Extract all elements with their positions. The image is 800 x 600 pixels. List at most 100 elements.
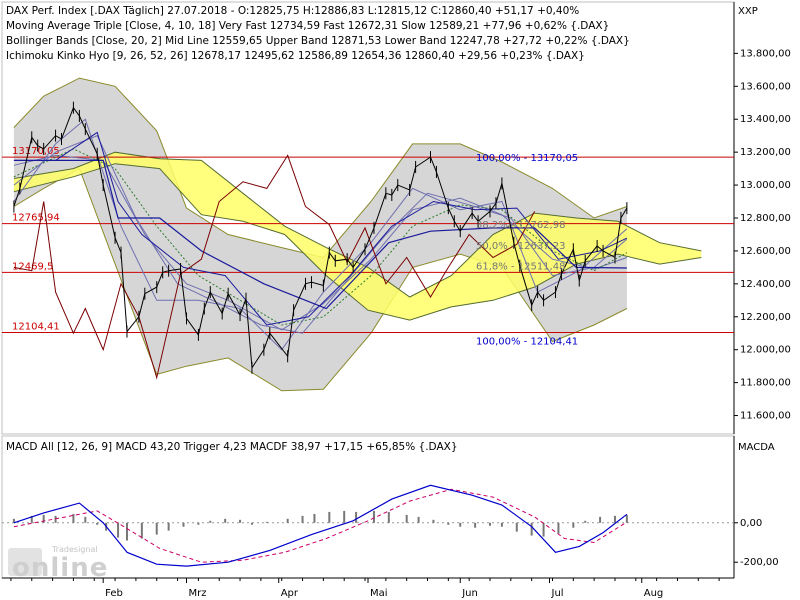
macd-tick-label-0: -200,00 (740, 557, 779, 568)
month-label-1: Mrz (188, 588, 206, 599)
macd-histogram-bar-39 (557, 522, 560, 534)
macd-histogram-bar-15 (209, 520, 212, 523)
macd-histogram-bar-20 (286, 518, 289, 523)
macd-histogram-bar-13 (182, 522, 185, 527)
fib-label-2: 38,2% - 12762,98 (476, 220, 565, 231)
fib-label-3: 50,0% - 12637,23 (476, 241, 565, 252)
macd-histogram-bar-33 (474, 522, 477, 528)
month-label-0: Feb (105, 588, 123, 599)
macd-histogram-bar-21 (301, 515, 304, 523)
bollinger-fill-area (13, 78, 627, 391)
price-tick-label-4: 12.400,00 (740, 279, 791, 290)
bollinger-mid-line (13, 154, 628, 331)
hline-label-0: 13170,05 (12, 146, 60, 157)
ma-fast-line (13, 135, 628, 334)
ichimoku-tenkan-line (13, 131, 628, 326)
ichimoku-span-a-line (13, 151, 702, 298)
watermark-big: online (12, 553, 108, 583)
month-label-5: Jul (551, 588, 564, 599)
macd-histogram-bar-25 (355, 511, 358, 523)
legend-line-ma-triple: Moving Average Triple [Close, 4, 10, 18]… (6, 20, 609, 32)
watermark-logo-block (8, 548, 42, 576)
macd-histogram-bar-23 (328, 511, 331, 523)
fib-label-4: 61,8% - 12511,48 (476, 261, 565, 272)
price-axis-title: XXP (738, 6, 758, 17)
price-tick-label-7: 13.000,00 (740, 180, 791, 191)
price-axis-ticks: 11.600,00 11.800,00 12.000,00 12.200,00 12.4… (734, 48, 791, 422)
ichimoku-chikou-line (13, 154, 536, 380)
macd-histogram-bar-14 (197, 522, 200, 525)
tradesignal-watermark: Tradesignal online (8, 545, 108, 583)
price-tick-label-9: 13.400,00 (740, 114, 791, 125)
price-legend: DAX Perf. Index [.DAX Täglich] 27.07.201… (3, 3, 630, 63)
macd-tick-label-1: 0,00 (740, 518, 762, 529)
month-label-6: Aug (644, 588, 664, 599)
fib-label-0: 100,00% - 13170,05 (476, 153, 578, 164)
macd-pane: -200,00 0,00 (2, 484, 779, 568)
time-axis-ticks: Feb Mrz Apr Mai Jun Jul Aug (10, 578, 720, 599)
macd-histogram-bar-22 (313, 513, 316, 523)
hline-label-1: 12765,94 (12, 213, 60, 224)
price-tick-label-1: 11.800,00 (740, 378, 791, 389)
hline-label-3: 12104,41 (12, 322, 60, 333)
ma-slow-line (13, 148, 628, 326)
price-tick-label-8: 13.200,00 (740, 147, 791, 158)
macd-histogram-bar-17 (239, 519, 242, 523)
macd-histogram-bar-42 (599, 516, 602, 523)
fibonacci-labels: 100,00% - 13170,05 100,00% - 12104,41 38,2… (476, 153, 578, 347)
price-tick-label-11: 13.800,00 (740, 48, 791, 59)
macd-histogram-bar-36 (515, 522, 518, 532)
macd-histogram-bar-16 (224, 518, 227, 523)
legend-line-ichimoku: Ichimoku Kinko Hyo [9, 26, 52, 26] 12678… (6, 50, 585, 62)
month-label-4: Jun (461, 588, 478, 599)
month-label-2: Apr (281, 588, 299, 599)
legend-line-price: DAX Perf. Index [.DAX Täglich] 27.07.201… (6, 5, 579, 17)
price-tick-label-5: 12.600,00 (740, 246, 791, 257)
indicator-lines (13, 118, 628, 380)
month-label-3: Mai (370, 588, 388, 599)
macd-histogram-bar-44 (625, 515, 628, 523)
fib-label-1: 100,00% - 12104,41 (476, 337, 578, 348)
macd-histogram-bar-9 (125, 522, 128, 541)
macd-histogram-bar-32 (459, 522, 462, 527)
macd-histogram-bar-1 (30, 515, 33, 523)
macd-histogram-bar-0 (12, 518, 15, 523)
macd-histogram-bar-2 (42, 514, 45, 523)
macd-histogram-bar-6 (96, 522, 99, 525)
macd-histogram-bar-26 (372, 510, 375, 523)
ichimoku-kijun-line (13, 159, 627, 310)
price-tick-label-2: 12.000,00 (740, 345, 791, 356)
macd-histogram-bar-40 (572, 522, 575, 528)
macd-histogram-bar-4 (72, 513, 75, 523)
macd-histogram-bar-12 (167, 522, 170, 531)
macd-line (13, 484, 628, 567)
macd-histogram-bar-5 (84, 516, 87, 523)
macd-histogram-bar-41 (584, 520, 587, 523)
macd-histogram-bar-10 (140, 522, 143, 539)
legend-line-bollinger: Bollinger Bands [Close, 20, 2] Mid Line … (6, 35, 630, 47)
macd-histogram-bar-28 (405, 514, 408, 523)
macd-histogram-bar-37 (530, 522, 533, 536)
macd-histogram-bar-43 (613, 515, 616, 523)
macd-histogram-bar-3 (54, 515, 57, 523)
price-tick-label-6: 12.800,00 (740, 213, 791, 224)
legend-bg (3, 3, 563, 63)
price-candles (13, 101, 628, 374)
watermark-small: Tradesignal (51, 545, 98, 554)
ma-very-fast-line (13, 118, 628, 351)
price-tick-label-10: 13.600,00 (740, 81, 791, 92)
macd-histogram-bar-35 (500, 522, 503, 527)
macd-histogram-bar-19 (265, 521, 268, 523)
macd-histogram-bar-24 (343, 510, 346, 523)
macd-histogram-bar-38 (542, 522, 545, 537)
ichimoku-cloud-area (13, 152, 702, 321)
macd-trigger-line (13, 488, 628, 563)
macd-histogram-bar-34 (489, 522, 491, 526)
macd-axis-title: MACDA (738, 442, 775, 453)
macd-histogram-bar-11 (155, 522, 158, 535)
macd-legend: MACD All [12, 26, 9] MACD 43,20 Trigger … (6, 441, 458, 453)
macd-histogram-bar-29 (417, 516, 420, 523)
bollinger-lower-line (13, 167, 628, 392)
